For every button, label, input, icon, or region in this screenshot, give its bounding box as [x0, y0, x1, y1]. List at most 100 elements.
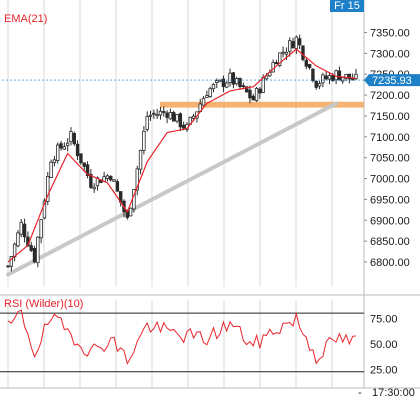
candle-body: [191, 115, 196, 119]
candle-body: [341, 77, 345, 82]
price-tick-label: 7050.00: [370, 153, 410, 165]
candle-body: [46, 176, 50, 202]
candle-body: [321, 74, 325, 84]
candle-body: [85, 164, 90, 177]
ema-indicator-label: EMA(21): [4, 13, 47, 25]
candle-body: [301, 45, 305, 60]
candle-body: [231, 72, 236, 85]
candle-body: [311, 68, 315, 81]
candle-body: [168, 112, 173, 120]
candle-body: [162, 111, 166, 113]
ema-line: [7, 48, 357, 263]
candle-body: [9, 256, 14, 267]
candle-body: [22, 223, 27, 238]
rsi-tick-label: 75.00: [370, 313, 398, 325]
price-tick-label: 7100.00: [370, 132, 410, 144]
candle-body: [128, 207, 133, 217]
candle-body: [218, 79, 222, 82]
candle-body: [175, 113, 179, 122]
candle-body: [337, 70, 342, 81]
candle-body: [297, 38, 302, 46]
price-tick-label: 6800.00: [370, 257, 410, 269]
candle-body: [62, 146, 67, 150]
candle-body: [288, 40, 292, 52]
price-tick-label: 7350.00: [370, 28, 410, 40]
candle-body: [241, 85, 246, 88]
candle-body: [181, 124, 186, 129]
candle-body: [158, 110, 163, 116]
candle-body: [148, 114, 153, 117]
candle-body: [234, 78, 239, 85]
price-tick-label: 7150.00: [370, 111, 410, 123]
candle-body: [115, 181, 120, 192]
time-axis-dash: -: [358, 387, 362, 399]
price-tick-label: 6850.00: [370, 236, 410, 248]
time-axis-label: 17:30:00: [372, 387, 415, 399]
last-price-tag: 7235.93: [372, 75, 412, 87]
candle-body: [6, 265, 10, 268]
candle-body: [56, 144, 60, 161]
rsi-indicator-label: RSI (Wilder)(10): [4, 298, 83, 310]
candle-body: [344, 73, 348, 79]
rsi-grid: [0, 300, 420, 389]
candle-body: [281, 51, 285, 54]
price-plot: [2, 34, 364, 277]
candle-body: [238, 77, 242, 88]
period-tag: Fr 15: [334, 0, 360, 12]
candle-body: [324, 75, 328, 80]
candle-body: [142, 130, 146, 151]
last-price-marker: 7235.93: [364, 74, 420, 87]
candle-body: [82, 162, 86, 167]
candle-body: [65, 142, 70, 147]
candle-body: [307, 63, 312, 69]
candle-body: [291, 41, 295, 49]
candle-body: [278, 52, 282, 66]
candle-body: [201, 97, 206, 106]
candle-body: [165, 112, 169, 118]
candle-body: [59, 143, 63, 149]
price-tick-label: 7300.00: [370, 48, 410, 60]
candle-body: [145, 116, 149, 130]
candle-body: [172, 112, 176, 122]
candle-body: [327, 75, 332, 80]
price-grid: [0, 0, 420, 388]
price-tick-label: 6950.00: [370, 194, 410, 206]
price-tick-label: 7200.00: [370, 90, 410, 102]
candle-body: [205, 95, 209, 98]
candle-body: [331, 75, 335, 81]
candle-body: [274, 62, 279, 65]
candle-body: [89, 173, 93, 188]
trendline: [6, 101, 339, 277]
candle-body: [16, 232, 20, 247]
candle-body: [228, 72, 232, 83]
candle-body: [271, 62, 275, 73]
candle-body: [248, 89, 252, 99]
candle-body: [152, 112, 156, 115]
candle-body: [354, 73, 358, 80]
rsi-line: [7, 309, 357, 365]
candle-body: [314, 80, 318, 88]
candle-body: [19, 221, 23, 235]
candle-body: [36, 236, 40, 264]
candle-body: [215, 80, 219, 83]
candle-body: [112, 179, 116, 182]
candle-body: [42, 200, 47, 219]
price-tick-label: 6900.00: [370, 215, 410, 227]
candle-body: [155, 114, 159, 117]
candle-body: [304, 60, 308, 67]
candle-body: [92, 186, 96, 190]
rsi-tick-label: 50.00: [370, 339, 398, 351]
candle-body: [135, 168, 139, 191]
candle-body: [221, 78, 226, 87]
support-band: [160, 101, 364, 108]
candle-body: [29, 245, 33, 251]
candle-body: [284, 51, 289, 55]
candle-body: [178, 113, 183, 128]
candle-body: [294, 36, 299, 49]
candle-body: [264, 75, 269, 80]
candle-body: [49, 161, 53, 178]
candle-body: [347, 73, 352, 80]
candle-body: [32, 248, 37, 263]
candle-body: [75, 143, 80, 157]
